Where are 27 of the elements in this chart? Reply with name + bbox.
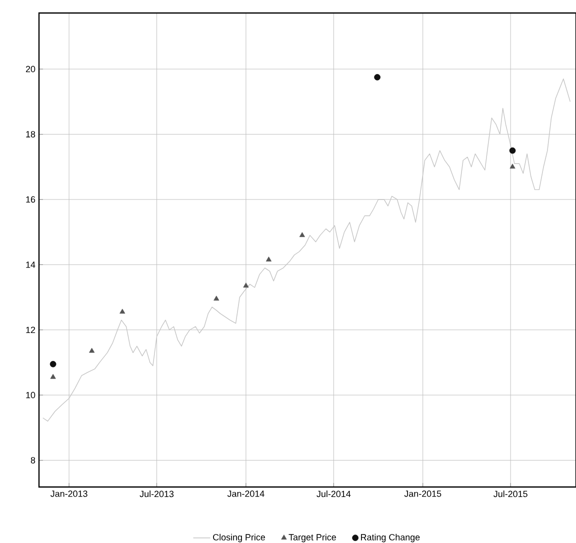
legend-label: Rating Change: [361, 534, 420, 542]
point: [266, 256, 272, 262]
point: [50, 360, 56, 368]
point: [243, 282, 249, 288]
y-tick-label: 14: [26, 262, 36, 268]
y-tick-label: 10: [26, 392, 36, 398]
y-tick-label: 20: [26, 66, 36, 72]
x-tick-label: Jan-2014: [227, 490, 264, 497]
point: [89, 348, 95, 353]
point: [50, 374, 56, 379]
x-tick-label: Jul-2014: [316, 490, 351, 498]
point: [509, 147, 516, 154]
legend-label: Target Price: [288, 534, 336, 542]
x-tick-label: Jul-2013: [140, 490, 174, 498]
y-tick-label: 16: [26, 196, 36, 203]
y-tick-label: 18: [26, 131, 36, 138]
x-tick-label: Jul-2015: [494, 490, 528, 498]
point: [374, 74, 380, 80]
point: [299, 232, 305, 238]
y-tick-label: 12: [26, 326, 36, 333]
y-tick-label: 8: [30, 457, 36, 464]
x-tick-label: Jan-2013: [50, 490, 88, 497]
legend-label: Closing Price: [213, 534, 266, 542]
x-tick-label: Jan-2015: [404, 490, 442, 497]
point: [214, 296, 220, 301]
point: [510, 164, 516, 169]
point: [120, 308, 126, 314]
